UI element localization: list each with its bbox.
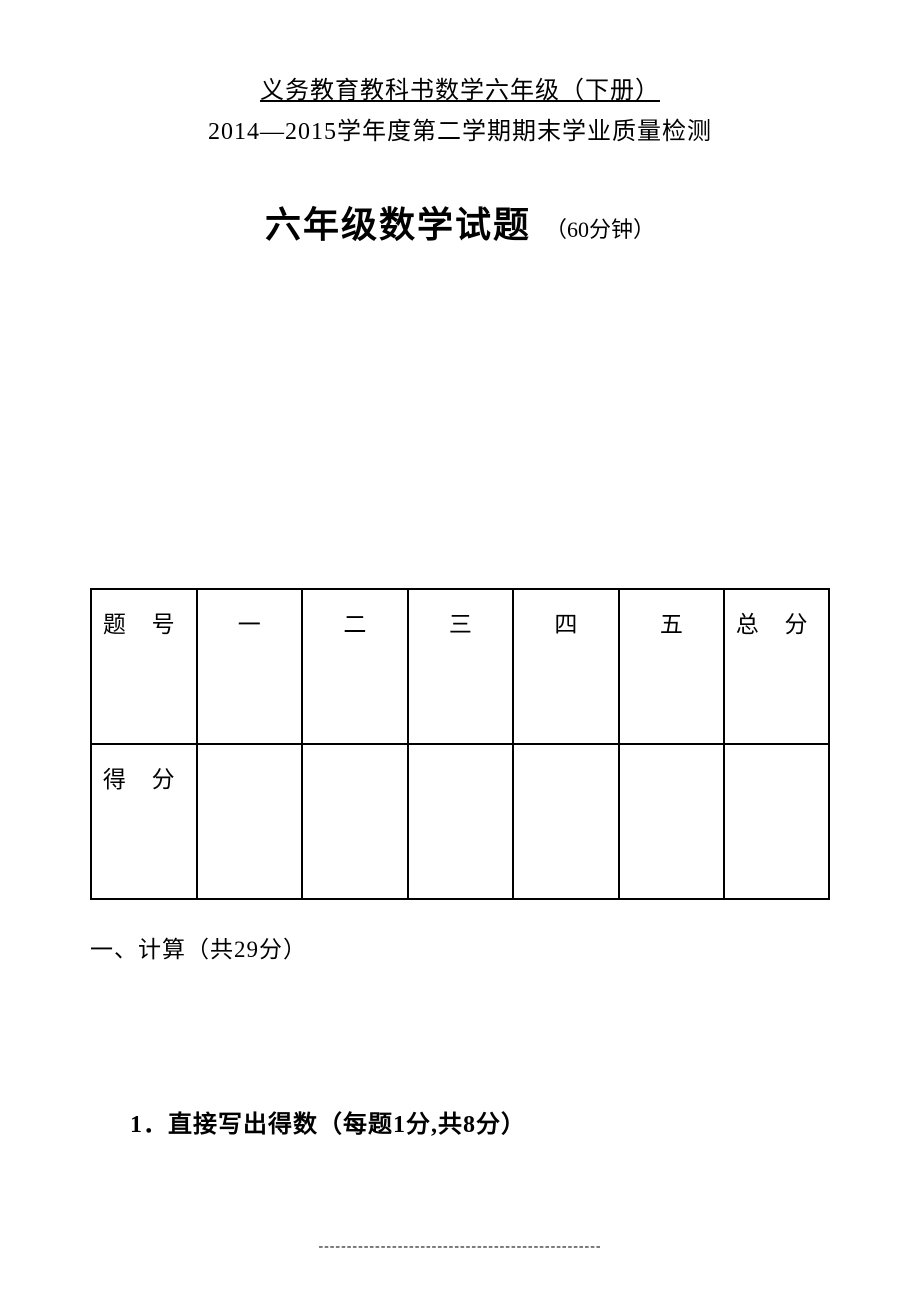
table-score-col2 (302, 744, 408, 899)
main-title-container: 六年级数学试题 （60分钟） (90, 196, 830, 248)
table-score-col5 (619, 744, 725, 899)
header-title: 义务教育教科书数学六年级（下册） (90, 70, 830, 105)
table-header-col4: 四 (513, 589, 619, 744)
table-score-col3 (408, 744, 514, 899)
table-score-col1 (197, 744, 303, 899)
header-subtitle: 2014—2015学年度第二学期期末学业质量检测 (90, 111, 830, 146)
table-header-total: 总 分 (724, 589, 829, 744)
table-header-col1: 一 (197, 589, 303, 744)
question-1-title: 1．直接写出得数（每题1分,共8分） (130, 1104, 830, 1139)
table-header-label: 题 号 (91, 589, 197, 744)
table-header-col5: 五 (619, 589, 725, 744)
table-score-total (724, 744, 829, 899)
table-header-row: 题 号 一 二 三 四 五 总 分 (91, 589, 829, 744)
table-score-label: 得 分 (91, 744, 197, 899)
table-header-col3: 三 (408, 589, 514, 744)
main-title-text: 六年级数学试题 (265, 205, 531, 245)
footer-divider: ----------------------------------------… (90, 1239, 830, 1255)
table-score-row: 得 分 (91, 744, 829, 899)
table-header-col2: 二 (302, 589, 408, 744)
table-score-col4 (513, 744, 619, 899)
main-title-duration: （60分钟） (545, 217, 655, 242)
section-1-title: 一、计算（共29分） (90, 930, 830, 964)
score-table: 题 号 一 二 三 四 五 总 分 得 分 (90, 588, 830, 900)
